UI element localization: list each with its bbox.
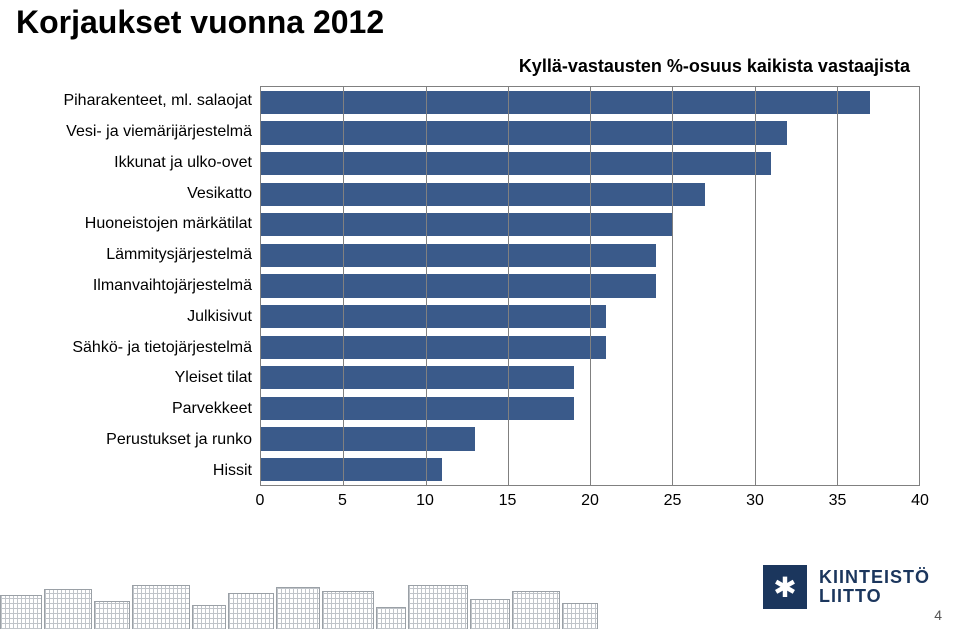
footer-building	[470, 599, 510, 629]
x-axis-tick: 30	[746, 492, 764, 510]
x-axis-tick: 0	[256, 492, 265, 510]
bar	[261, 152, 771, 175]
y-axis-label: Julkisivut	[20, 301, 260, 332]
bar	[261, 274, 656, 297]
footer-building	[192, 605, 226, 629]
logo-mark: ✱	[763, 565, 807, 609]
x-axis-tick: 20	[581, 492, 599, 510]
bar	[261, 91, 870, 114]
chart-legend-label: Kyllä-vastausten %-osuus kaikista vastaa…	[519, 56, 910, 77]
footer-building	[0, 595, 42, 629]
x-axis-tick: 10	[416, 492, 434, 510]
footer-building	[376, 607, 406, 629]
footer-building	[132, 585, 190, 629]
y-axis-label: Yleiset tilat	[20, 363, 260, 394]
gridline	[426, 87, 427, 485]
y-axis-label: Hissit	[20, 455, 260, 486]
y-axis-label: Ilmanvaihtojärjestelmä	[20, 271, 260, 302]
gridline	[837, 87, 838, 485]
bar	[261, 121, 787, 144]
y-axis-label: Ikkunat ja ulko-ovet	[20, 148, 260, 179]
y-axis-label: Huoneistojen märkätilat	[20, 209, 260, 240]
bar	[261, 305, 606, 328]
plot-area	[260, 86, 920, 486]
gridline	[343, 87, 344, 485]
logo-star-icon: ✱	[773, 571, 796, 604]
x-axis-ticks: 0510152025303540	[260, 492, 920, 516]
page: Korjaukset vuonna 2012 Kyllä-vastausten …	[0, 0, 960, 629]
y-axis-label: Vesi- ja viemärijärjestelmä	[20, 117, 260, 148]
footer-building	[94, 601, 130, 629]
x-axis-tick: 15	[499, 492, 517, 510]
logo: ✱ KIINTEISTÖ LIITTO	[763, 565, 930, 609]
footer-building	[228, 593, 274, 629]
bar	[261, 244, 656, 267]
x-axis-tick: 40	[911, 492, 929, 510]
bar	[261, 458, 442, 481]
page-number: 4	[934, 607, 942, 623]
x-axis-tick: 5	[338, 492, 347, 510]
y-axis-label: Sähkö- ja tietojärjestelmä	[20, 332, 260, 363]
gridline	[755, 87, 756, 485]
y-axis-label: Lämmitysjärjestelmä	[20, 240, 260, 271]
gridline	[508, 87, 509, 485]
y-axis-labels: Piharakenteet, ml. salaojatVesi- ja viem…	[20, 86, 260, 486]
footer-building	[276, 587, 320, 629]
x-axis-tick: 25	[664, 492, 682, 510]
y-axis-label: Perustukset ja runko	[20, 424, 260, 455]
footer-building	[322, 591, 374, 629]
footer-building	[44, 589, 92, 629]
y-axis-label: Piharakenteet, ml. salaojat	[20, 86, 260, 117]
y-axis-label: Parvekkeet	[20, 394, 260, 425]
y-axis-label: Vesikatto	[20, 178, 260, 209]
bar	[261, 183, 705, 206]
footer-building	[562, 603, 598, 629]
footer: ✱ KIINTEISTÖ LIITTO	[0, 559, 960, 629]
page-title: Korjaukset vuonna 2012	[16, 4, 384, 41]
logo-text: KIINTEISTÖ LIITTO	[819, 568, 930, 606]
bar	[261, 427, 475, 450]
gridline	[590, 87, 591, 485]
bar	[261, 336, 606, 359]
x-axis-tick: 35	[829, 492, 847, 510]
bar-chart: Piharakenteet, ml. salaojatVesi- ja viem…	[20, 86, 920, 486]
bar	[261, 366, 574, 389]
bar	[261, 397, 574, 420]
logo-line2: LIITTO	[819, 587, 930, 606]
logo-line1: KIINTEISTÖ	[819, 568, 930, 587]
bar	[261, 213, 672, 236]
footer-building	[408, 585, 468, 629]
footer-building	[512, 591, 560, 629]
gridline	[672, 87, 673, 485]
